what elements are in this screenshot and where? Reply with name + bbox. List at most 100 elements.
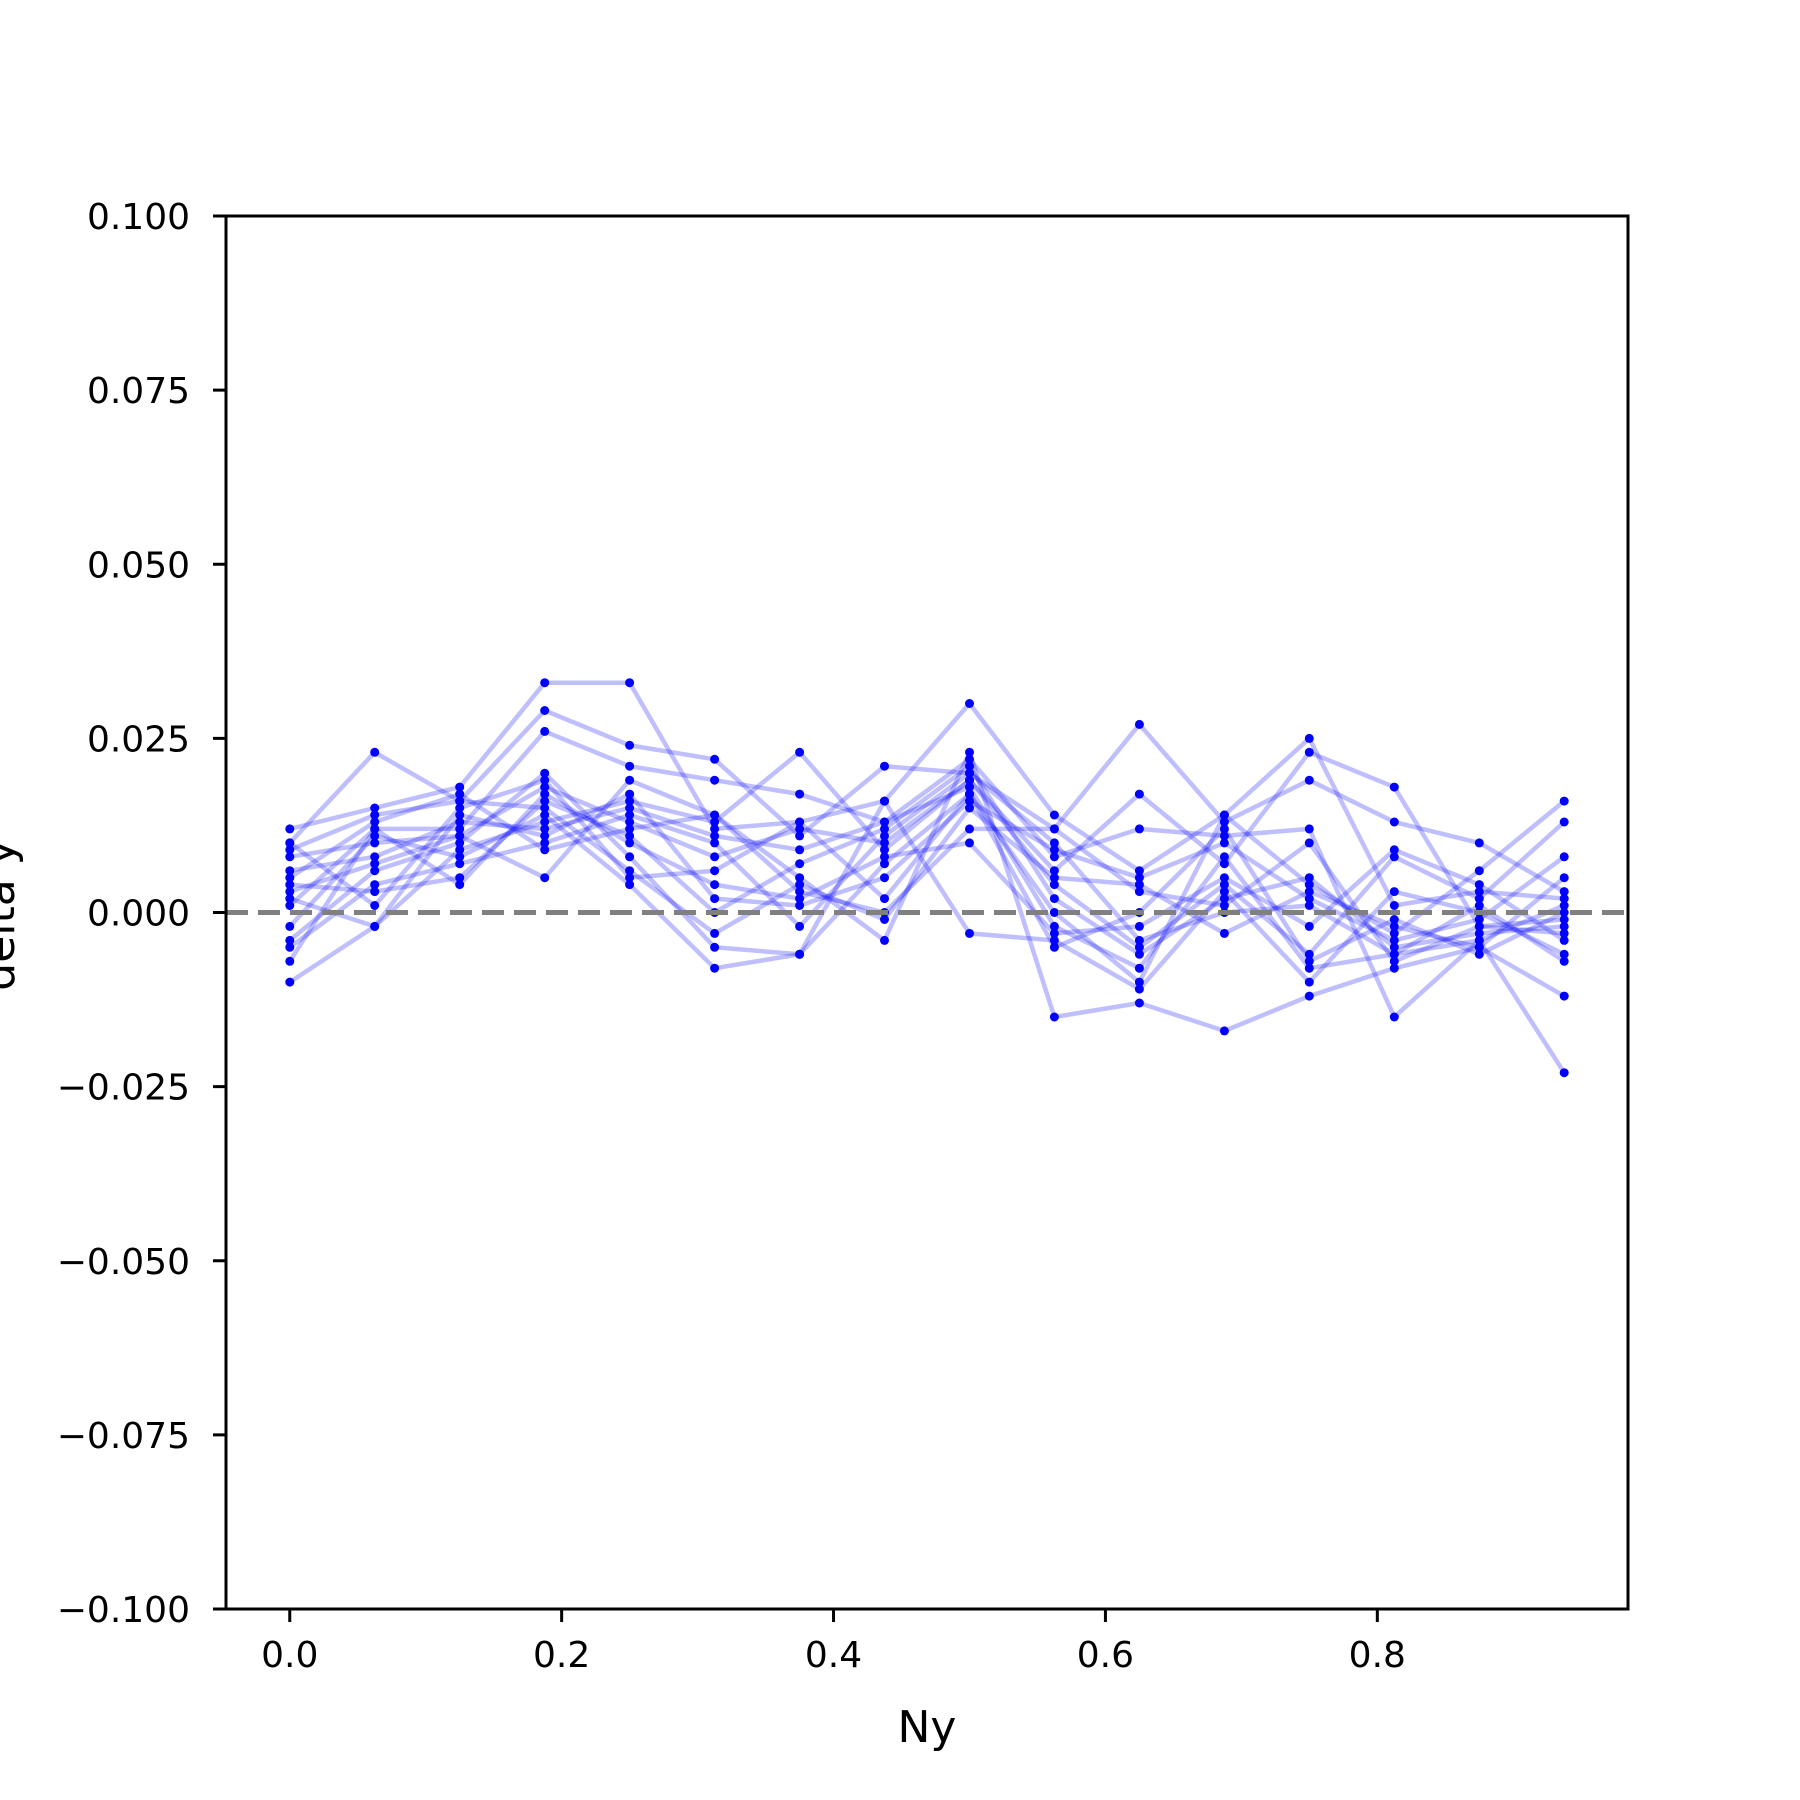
data-point	[1134, 977, 1144, 987]
data-point	[1134, 935, 1144, 945]
data-point	[540, 768, 550, 778]
data-point	[1219, 880, 1229, 890]
data-point	[1304, 887, 1314, 897]
data-point	[1389, 956, 1399, 966]
data-point	[710, 831, 720, 841]
data-point	[1389, 928, 1399, 938]
data-point	[285, 824, 295, 834]
data-point	[540, 838, 550, 848]
data-point	[370, 810, 380, 820]
data-point	[710, 942, 720, 952]
data-point	[795, 901, 805, 910]
data-point	[965, 824, 974, 834]
data-point	[540, 706, 550, 715]
data-point	[625, 866, 635, 876]
data-point	[540, 789, 550, 799]
data-point	[455, 789, 465, 799]
series-line-12	[289, 777, 1565, 964]
data-point	[1559, 817, 1569, 827]
data-point	[1219, 894, 1229, 904]
data-point	[540, 824, 550, 834]
series-line-15	[288, 770, 1566, 964]
data-point	[285, 880, 295, 890]
data-point	[1219, 852, 1229, 862]
data-point	[965, 782, 974, 792]
data-point	[965, 754, 974, 764]
data-point	[1304, 901, 1314, 910]
data-point	[285, 977, 295, 987]
data-point	[455, 859, 465, 869]
data-point	[1049, 894, 1059, 904]
data-point	[1559, 894, 1569, 904]
series-line-1	[289, 680, 1565, 908]
data-point	[625, 810, 635, 820]
data-point	[370, 887, 380, 897]
data-point	[795, 747, 805, 757]
data-point	[880, 915, 889, 924]
data-point	[455, 873, 465, 883]
data-point	[965, 928, 974, 938]
data-point	[880, 817, 889, 827]
y-tick-label: −0.075	[57, 1416, 190, 1457]
series-line-13	[288, 791, 1566, 943]
data-point	[1389, 901, 1399, 910]
data-point	[1304, 956, 1314, 966]
x-tick-label: 0.2	[533, 1635, 590, 1676]
data-point	[1389, 852, 1399, 862]
data-point	[1134, 887, 1144, 897]
data-point	[1559, 1068, 1569, 1078]
data-point	[455, 782, 465, 792]
data-point	[625, 880, 635, 890]
data-point	[1559, 796, 1569, 806]
data-point	[455, 824, 465, 834]
series-line-2	[288, 708, 1566, 894]
y-tick-label: −0.025	[57, 1068, 190, 1109]
data-point	[880, 845, 889, 855]
data-point	[795, 880, 805, 890]
data-point	[540, 678, 550, 688]
y-tick-label: 0.000	[87, 894, 190, 935]
data-point	[1474, 915, 1484, 924]
data-point	[1049, 935, 1059, 945]
data-point	[1474, 838, 1484, 848]
x-tick-label: 0.4	[805, 1635, 862, 1676]
data-point	[455, 845, 465, 855]
data-point	[1474, 921, 1484, 931]
data-point	[455, 810, 465, 820]
data-point	[1304, 894, 1314, 904]
data-point	[1049, 838, 1059, 848]
axes-group: 0.0 0.2 0.4 0.6 0.8 0.100 0.075 0.050 0.025 0.000…	[57, 197, 1630, 1676]
data-point	[540, 803, 550, 813]
data-point	[285, 894, 295, 904]
data-point	[285, 921, 295, 931]
data-point	[1304, 963, 1314, 973]
data-point	[285, 873, 295, 883]
data-point	[625, 678, 635, 688]
data-point	[1304, 873, 1314, 883]
data-point	[1389, 942, 1399, 952]
data-point	[1134, 984, 1144, 994]
data-point	[285, 887, 295, 897]
data-point	[625, 824, 635, 834]
data-point	[1474, 894, 1484, 904]
data-point	[1389, 915, 1399, 924]
data-point	[370, 838, 380, 848]
data-point	[285, 935, 295, 945]
data-point	[370, 852, 380, 862]
data-point	[880, 859, 889, 869]
data-point	[625, 796, 635, 806]
series-line-16	[288, 777, 1566, 964]
data-point	[1389, 817, 1399, 827]
data-point	[1219, 873, 1229, 883]
data-point	[1474, 901, 1484, 910]
data-point	[1389, 935, 1399, 945]
data-point	[1559, 935, 1569, 945]
y-axis-label: delta y	[0, 839, 25, 990]
data-point	[965, 789, 974, 799]
data-point	[795, 859, 805, 869]
data-point	[1304, 921, 1314, 931]
data-point	[965, 838, 974, 848]
data-point	[1304, 824, 1314, 834]
data-point	[1049, 866, 1059, 876]
data-point	[880, 894, 889, 904]
